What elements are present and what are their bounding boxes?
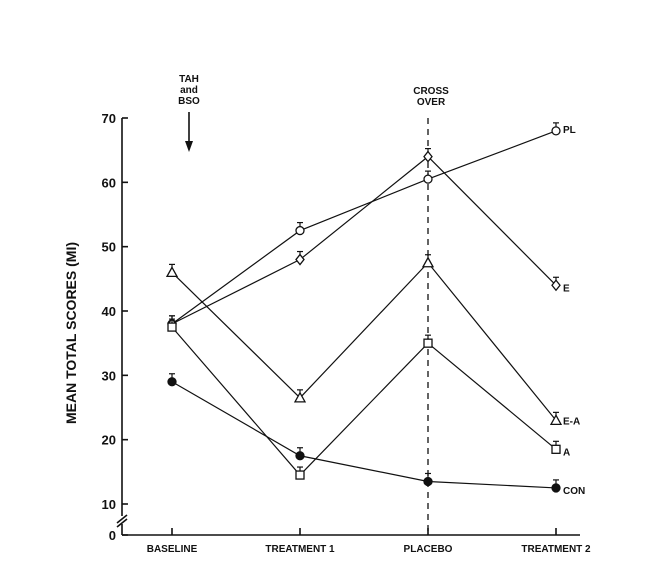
series-label: CON [563,486,585,497]
series-pl: PL [167,122,576,329]
y-tick-label: 10 [102,497,116,512]
data-point [423,476,433,487]
series-label: E-A [563,416,580,427]
data-point [165,266,179,278]
annotation-text: TAH [179,74,199,85]
data-point [549,414,563,426]
data-point [295,470,305,480]
data-point [295,451,305,461]
data-point [423,150,433,163]
axis-break-mark [116,518,128,528]
y-tick-label: 20 [102,433,116,448]
series-line [171,155,557,325]
data-point [167,377,177,387]
series-label: A [563,447,570,458]
series-line [171,130,557,325]
data-point [551,126,561,136]
axes: 0 10 20 30 40 50 60 70 BASELINE TREATMENT 1 PLACEB… [102,111,592,555]
y-tick-label: 70 [102,111,116,126]
series-label: E [563,283,570,294]
data-point [295,225,305,236]
annotation-text: BSO [178,96,200,107]
x-tick-label: TREATMENT 2 [521,544,591,555]
series-line [171,381,557,489]
series-line [171,261,557,421]
data-point [423,174,433,184]
annotation-text: and [180,85,198,96]
data-point [551,483,561,493]
y-tick-label: 30 [102,368,116,383]
series-con: CON [167,373,585,497]
data-point [293,391,307,403]
y-tick-label: 0 [109,528,116,543]
annotation-arrowhead [185,141,193,152]
x-tick-label: PLACEBO [404,544,453,555]
series-line [171,326,557,476]
data-point [423,338,433,348]
y-tick-label: 50 [102,240,116,255]
data-point [551,444,561,454]
y-tick-label: 60 [102,175,116,190]
annotation-text: CROSS [413,86,449,97]
data-point [551,279,561,292]
data-point [295,253,305,266]
series-e: E [167,148,570,330]
axis-break-mark [116,514,128,524]
y-tick-label: 40 [102,304,116,319]
data-point [421,256,435,268]
series-group: PL E E-A A CON [165,122,585,497]
series-a: A [167,318,570,480]
x-tick-label: BASELINE [147,544,198,555]
annotation-text: OVER [417,97,446,108]
y-axis-label: MEAN TOTAL SCORES (MI) [63,242,79,424]
x-tick-label: TREATMENT 1 [265,544,335,555]
series-label: PL [563,125,576,136]
data-point [167,322,177,332]
series-e-a: E-A [165,254,580,427]
